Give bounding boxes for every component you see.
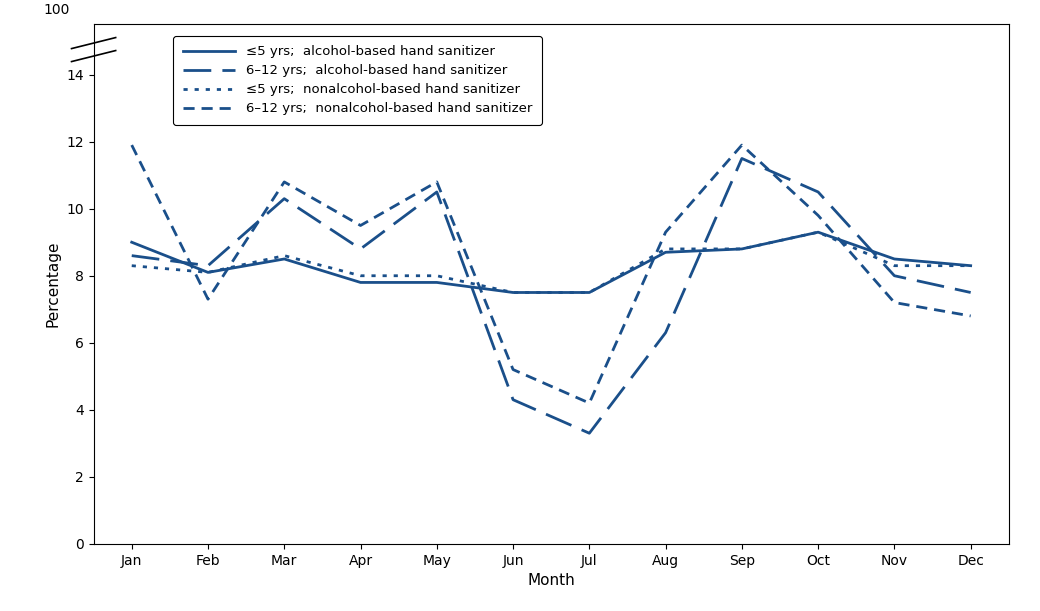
Legend: ≤5 yrs;  alcohol-based hand sanitizer, 6–12 yrs;  alcohol-based hand sanitizer, : ≤5 yrs; alcohol-based hand sanitizer, 6–…: [174, 36, 542, 125]
X-axis label: Month: Month: [527, 573, 575, 588]
Text: 100: 100: [44, 2, 70, 16]
Y-axis label: Percentage: Percentage: [46, 241, 60, 327]
